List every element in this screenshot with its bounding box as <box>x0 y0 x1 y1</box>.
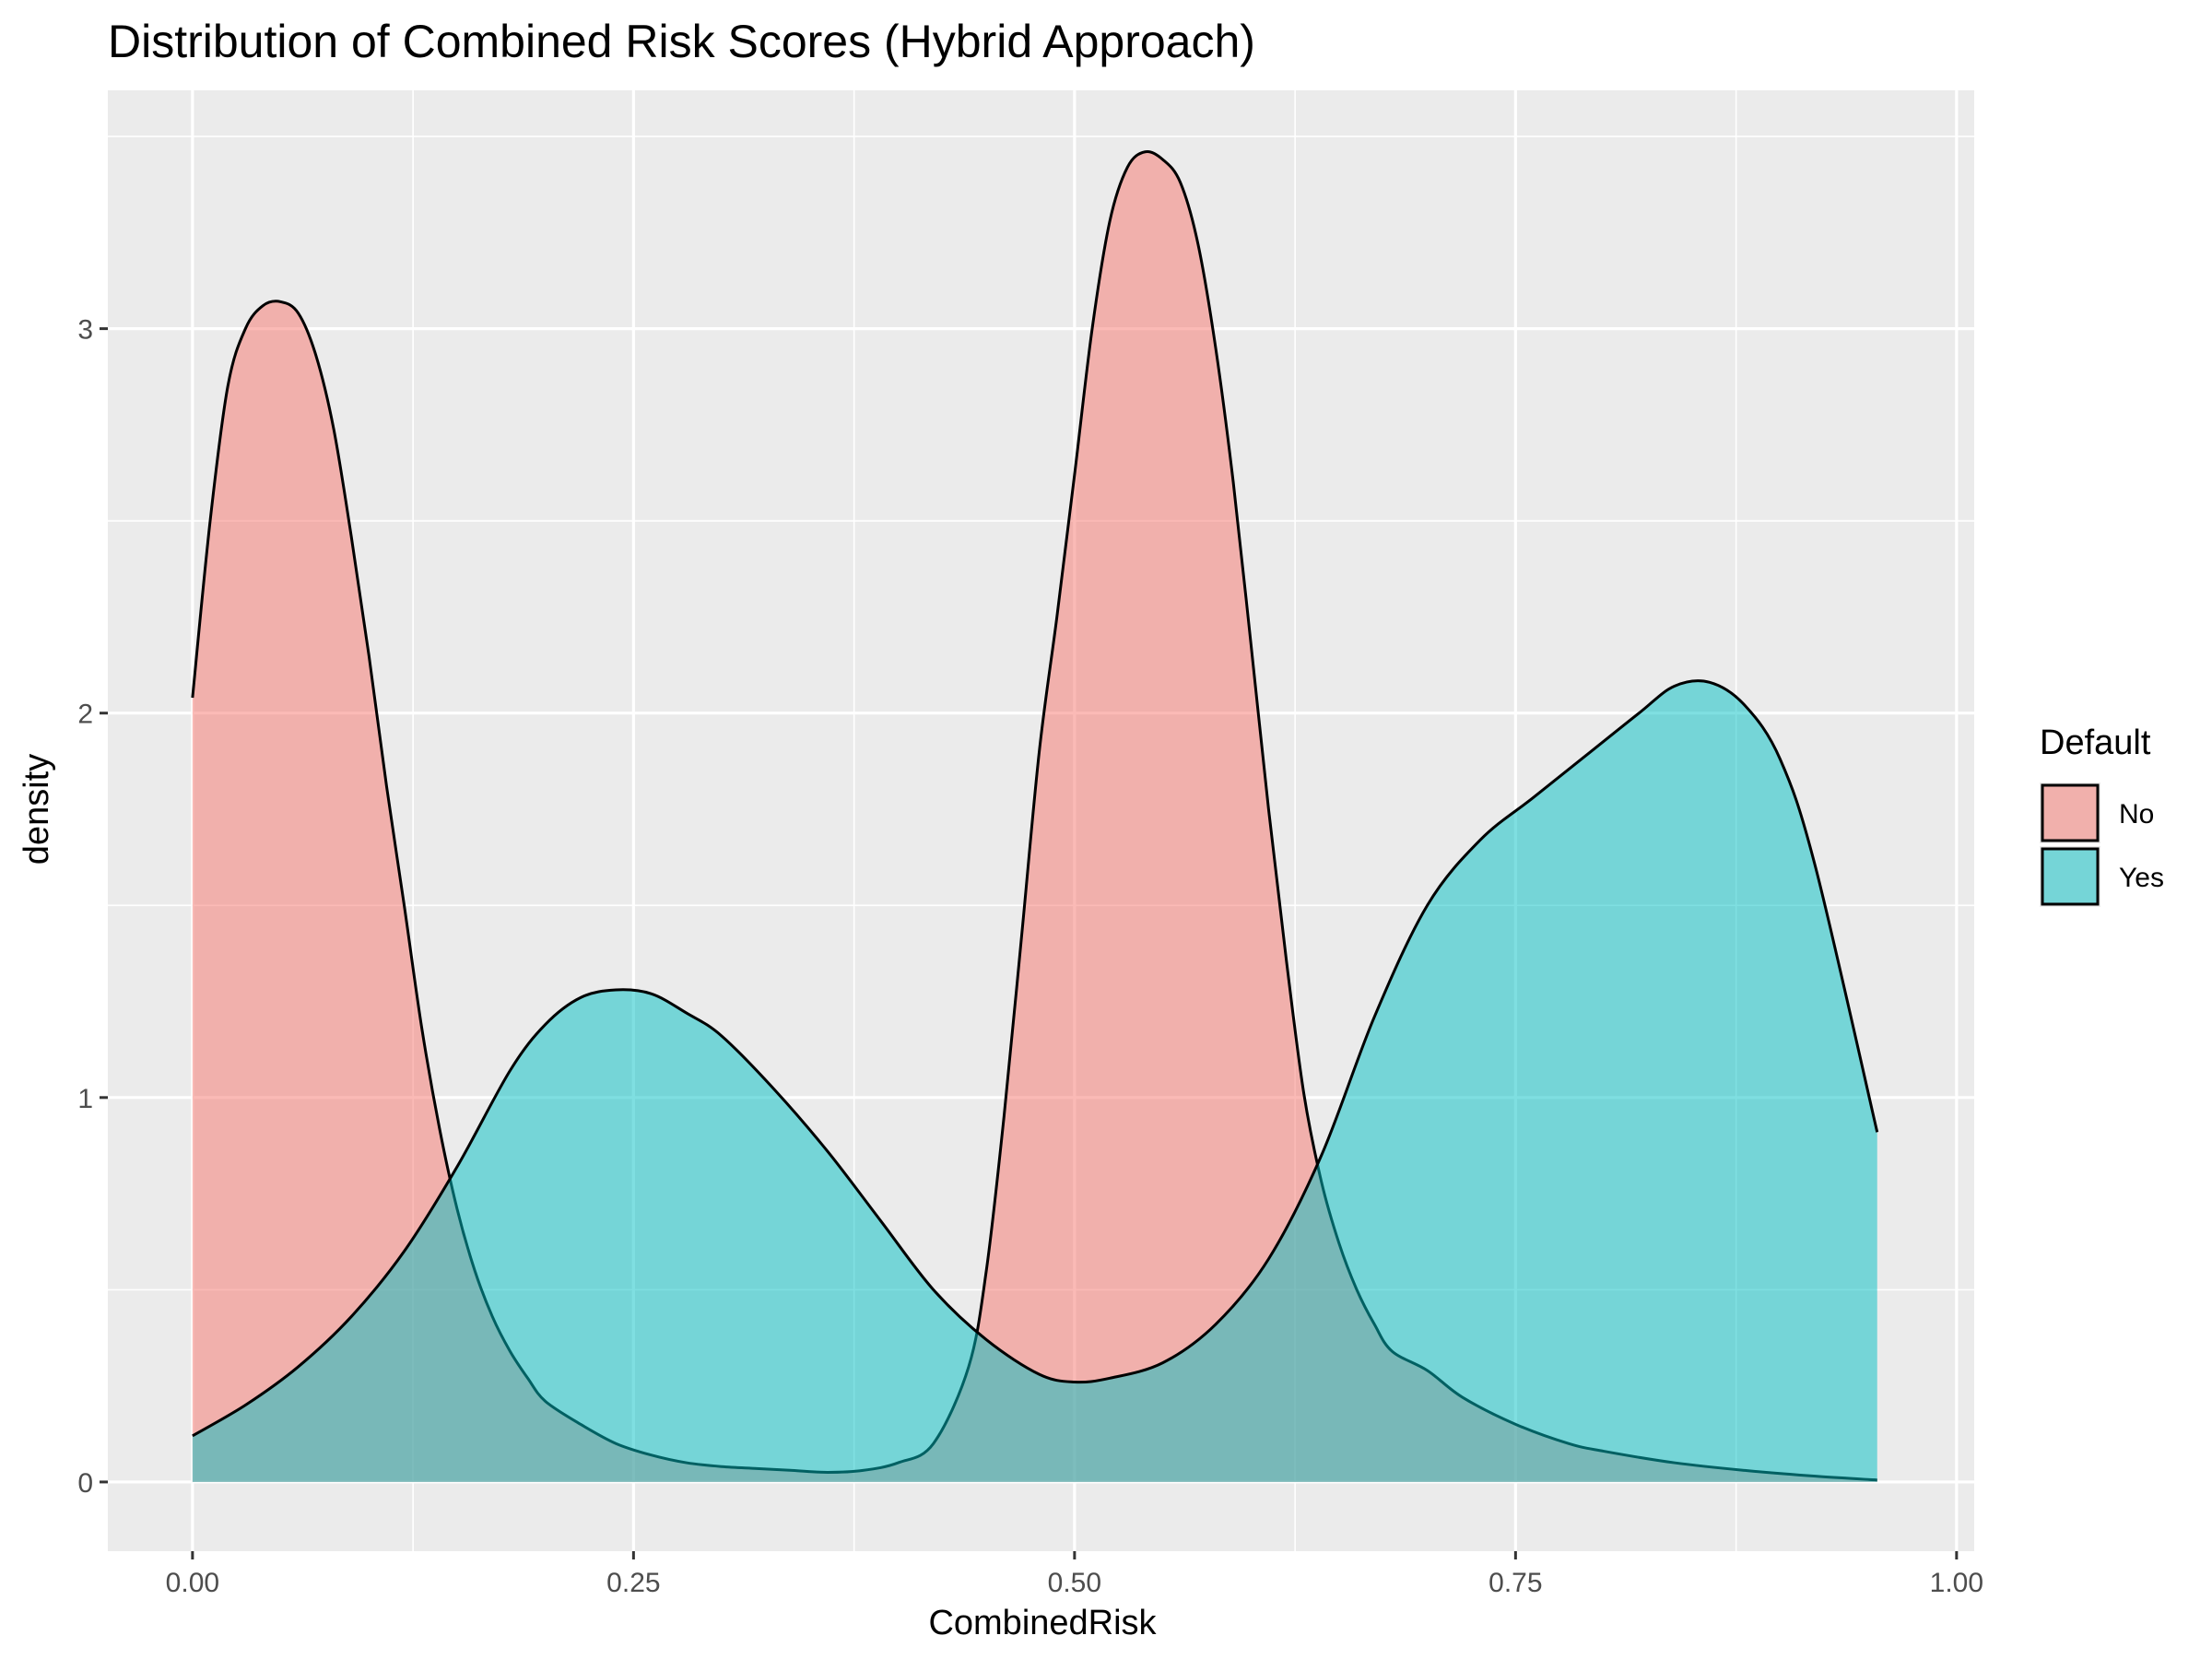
y-tick-label: 3 <box>77 315 93 346</box>
y-axis-tick-labels: 0 1 2 3 <box>77 315 93 1499</box>
series-yes <box>192 679 1879 1482</box>
x-tick-label: 0.00 <box>166 1568 219 1598</box>
axis-ticks <box>100 327 1959 1559</box>
legend-item-yes: Yes <box>2040 846 2164 907</box>
chart-title: Distribution of Combined Risk Scores (Hy… <box>108 16 1255 67</box>
y-tick-label: 0 <box>77 1468 93 1499</box>
y-tick-label: 2 <box>77 700 93 730</box>
x-tick-label: 0.25 <box>606 1568 660 1598</box>
x-tick-label: 0.50 <box>1048 1568 1101 1598</box>
legend-item-no: No <box>2040 782 2154 843</box>
legend: Default No Yes <box>2040 724 2164 907</box>
density-series <box>191 149 1879 1482</box>
x-tick-label: 0.75 <box>1488 1568 1542 1598</box>
legend-label: Yes <box>2119 863 2164 893</box>
x-axis-title: CombinedRisk <box>928 1604 1157 1642</box>
x-axis-tick-labels: 0.00 0.25 0.50 0.75 1.00 <box>166 1568 1983 1598</box>
legend-key-swatch <box>2041 783 2100 842</box>
density-area-no <box>192 151 1877 1482</box>
density-area-yes <box>192 680 1877 1482</box>
legend-key-swatch <box>2041 847 2100 906</box>
y-tick-label: 1 <box>77 1084 93 1114</box>
legend-title: Default <box>2040 724 2151 762</box>
legend-label: No <box>2119 799 2154 830</box>
y-axis-title: density <box>18 754 56 865</box>
x-tick-label: 1.00 <box>1930 1568 1983 1598</box>
legend-items: No Yes <box>2040 782 2164 907</box>
density-line-yes <box>192 679 1879 1438</box>
